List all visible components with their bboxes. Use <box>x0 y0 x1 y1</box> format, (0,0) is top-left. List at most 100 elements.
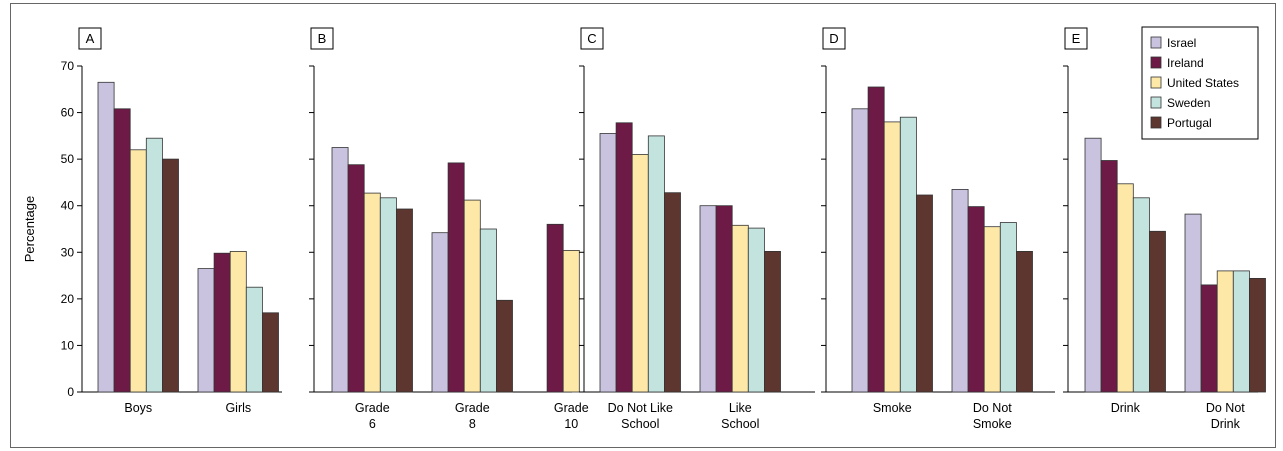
panel-letter-box <box>1064 27 1088 50</box>
bar <box>447 162 465 393</box>
bar <box>1100 160 1118 393</box>
bar <box>245 286 263 393</box>
legend-swatch <box>1150 96 1162 109</box>
category-label: Grade <box>455 401 490 415</box>
bar <box>395 208 413 393</box>
y-axis-label: Percentage <box>22 196 37 263</box>
category-label: Boys <box>124 401 152 415</box>
category-label: 6 <box>369 417 376 431</box>
legend-label: United States <box>1167 76 1239 90</box>
legend-label: Portugal <box>1167 116 1212 130</box>
bar <box>851 108 869 393</box>
bar <box>699 205 717 393</box>
legend-swatch <box>1150 56 1162 69</box>
bar <box>967 206 985 393</box>
panel-letter-box <box>78 27 102 50</box>
category-label: Grade <box>554 401 589 415</box>
bar <box>1200 284 1218 393</box>
bar <box>129 149 147 393</box>
category-label: Drink <box>1111 401 1141 415</box>
legend-label: Sweden <box>1167 96 1210 110</box>
category-label: Do Not <box>1206 401 1245 415</box>
y-tick-label: 0 <box>67 385 74 399</box>
bar <box>145 137 163 393</box>
category-label: Like <box>729 401 752 415</box>
bar <box>999 222 1017 393</box>
bar <box>664 192 681 393</box>
legend-label: Ireland <box>1167 56 1204 70</box>
bar <box>431 232 449 393</box>
y-tick-label: 10 <box>61 338 75 352</box>
bar <box>867 86 885 393</box>
legend-label: Israel <box>1167 36 1196 50</box>
bar <box>1216 270 1234 393</box>
category-label: Do Not <box>973 401 1012 415</box>
bar <box>747 227 765 393</box>
panel-letter: D <box>829 31 838 46</box>
panel-letter: B <box>318 31 327 46</box>
panel-letter-box <box>822 27 846 50</box>
panel-letter: E <box>1072 31 1081 46</box>
y-tick-label: 60 <box>61 106 75 120</box>
bar <box>883 121 901 393</box>
category-label: Smoke <box>873 401 912 415</box>
bar <box>363 192 381 393</box>
bar <box>331 147 349 393</box>
bar <box>631 154 649 393</box>
bar <box>1084 137 1102 393</box>
y-tick-label: 50 <box>61 152 75 166</box>
bar <box>1232 270 1250 393</box>
bar <box>599 133 617 393</box>
bar <box>983 226 1001 393</box>
bar <box>546 223 564 393</box>
category-label: Grade <box>355 401 390 415</box>
figure-frame <box>10 3 1276 448</box>
bar <box>1249 277 1266 393</box>
bar <box>731 224 749 393</box>
bar <box>229 250 247 393</box>
category-label: School <box>621 417 659 431</box>
bar <box>1184 213 1202 393</box>
bar <box>899 116 917 393</box>
bar <box>379 197 397 393</box>
bar <box>615 122 633 393</box>
panel-letter: A <box>86 31 95 46</box>
bar <box>197 268 215 393</box>
legend-swatch <box>1150 36 1162 49</box>
bar <box>562 249 580 393</box>
bar <box>261 312 279 393</box>
bar <box>113 108 131 393</box>
bar <box>764 250 781 393</box>
panel-letter-box <box>310 27 334 50</box>
category-label: School <box>721 417 759 431</box>
bar <box>463 199 481 393</box>
category-label: 8 <box>469 417 476 431</box>
y-tick-label: 30 <box>61 245 75 259</box>
bar <box>213 252 231 393</box>
legend-swatch <box>1150 76 1162 89</box>
bar <box>647 135 665 393</box>
bar <box>715 205 733 393</box>
panel-letter-box <box>580 27 604 50</box>
category-label: Girls <box>225 401 251 415</box>
y-tick-label: 40 <box>61 199 75 213</box>
bar <box>1016 250 1033 393</box>
bar <box>479 228 497 393</box>
bar <box>495 299 513 393</box>
legend-swatch <box>1150 116 1162 129</box>
category-label: Do Not Like <box>608 401 673 415</box>
category-label: Drink <box>1211 417 1241 431</box>
bar <box>347 164 365 393</box>
category-label: 10 <box>564 417 578 431</box>
bar <box>97 81 115 393</box>
y-tick-label: 70 <box>61 59 75 73</box>
bar <box>1149 230 1166 393</box>
bar <box>161 158 179 393</box>
bar <box>1116 183 1134 393</box>
bar <box>916 194 933 393</box>
category-label: Smoke <box>973 417 1012 431</box>
panel-letter: C <box>587 31 596 46</box>
y-tick-label: 20 <box>61 292 75 306</box>
bar <box>951 188 969 393</box>
